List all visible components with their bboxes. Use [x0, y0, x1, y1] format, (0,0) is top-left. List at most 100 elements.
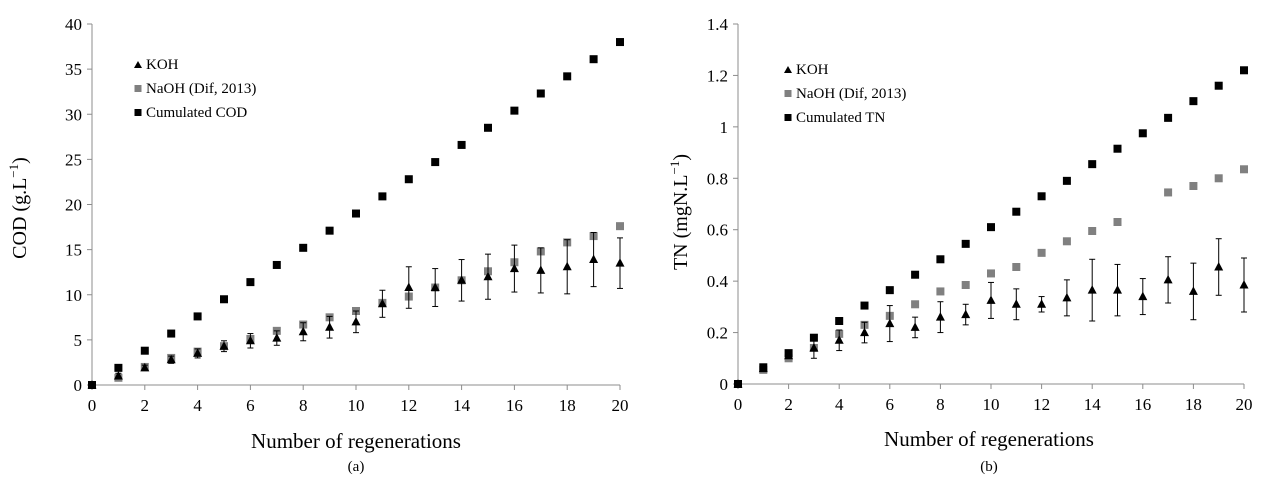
chart-b-point-koh [1138, 291, 1148, 301]
chart-a-point-naoh-dif-2013 [616, 222, 624, 231]
chart-b-point-cumulated-tn [759, 363, 768, 372]
chart-a-point-koh [272, 333, 282, 342]
chart-a-point-koh [430, 282, 440, 292]
chart-a-x-tick-label: 4 [193, 396, 202, 415]
chart-a-x-tick-label: 6 [246, 396, 255, 415]
chart-a-legend-label-cumulated-cod: Cumulated COD [146, 105, 247, 121]
chart-a-point-koh [615, 258, 625, 267]
chart-b-x-tick-label: 18 [1185, 395, 1202, 414]
chart-a-x-tick-label: 2 [141, 396, 150, 415]
chart-a-point-cumulated-cod [246, 278, 255, 287]
chart-a-point-koh [193, 348, 203, 357]
chart-b-point-cumulated-tn [1012, 207, 1021, 216]
chart-a-point-cumulated-cod [484, 123, 492, 132]
chart-b-legend-label-naoh-dif-2013: NaOH (Dif, 2013) [796, 86, 906, 102]
chart-a-point-cumulated-cod [457, 140, 466, 149]
chart-b-y-tick-label: 0.8 [707, 169, 728, 188]
chart-a-x-tick-label: 18 [559, 396, 576, 415]
chart-a-point-cumulated-cod [352, 209, 360, 218]
chart-b-point-koh [1214, 262, 1224, 271]
chart-b-point-koh [1087, 285, 1097, 294]
chart-b-point-koh [986, 295, 996, 304]
chart-b-point-cumulated-tn [1113, 144, 1122, 153]
chart-b-x-tick-label: 10 [983, 395, 1000, 414]
chart-a-point-koh [351, 316, 361, 326]
chart-b-point-koh [885, 318, 895, 328]
chart-a-point-koh [562, 261, 572, 271]
chart-b-legend-marker-naoh-dif-2013 [784, 90, 792, 97]
chart-b-point-koh [1188, 286, 1198, 295]
chart-a-point-cumulated-cod [167, 329, 176, 338]
chart-b-point-cumulated-tn [987, 223, 995, 232]
chart-a-point-cumulated-cod [272, 260, 281, 269]
chart-a-y-tick-label: 0 [74, 376, 83, 395]
chart-b-y-tick-label: 0 [720, 375, 729, 394]
chart-a-point-cumulated-cod [378, 192, 387, 201]
chart-a-legend-marker-naoh-dif-2013 [134, 85, 142, 92]
chart-a-legend-marker-koh [134, 61, 142, 68]
chart-b-point-naoh-dif-2013 [911, 300, 920, 309]
chart-b-y-tick-label: 0.4 [707, 272, 729, 291]
chart-b-point-cumulated-tn [734, 380, 742, 388]
chart-b-x-tick-label: 2 [784, 395, 793, 414]
chart-a-point-cumulated-cod [510, 106, 519, 115]
chart-a-y-tick-label: 5 [74, 331, 83, 350]
chart-b-x-tick-label: 12 [1033, 395, 1050, 414]
chart-a-y-tick-label: 20 [65, 196, 82, 215]
chart-b-x-tick-label: 16 [1134, 395, 1151, 414]
chart-a-point-koh [245, 335, 255, 345]
chart-b-legend-label-koh: KOH [796, 62, 829, 78]
chart-b-point-cumulated-tn [1240, 66, 1248, 75]
chart-a-point-cumulated-cod [563, 72, 572, 81]
chart-b-point-koh [1239, 280, 1249, 289]
chart-b-x-axis-title: Number of regenerations [884, 427, 1094, 451]
chart-b-point-koh [910, 322, 920, 331]
chart-a-y-tick-label: 30 [65, 105, 82, 124]
chart-a-y-tick-label: 25 [65, 150, 82, 169]
chart-b-point-naoh-dif-2013 [1164, 188, 1173, 197]
chart-b-point-koh [961, 309, 971, 319]
chart-a-legend-label-naoh-dif-2013: NaOH (Dif, 2013) [146, 81, 256, 97]
chart-b-legend: KOH NaOH (Dif, 2013) Cumulated TN [784, 62, 906, 126]
chart-a-point-cumulated-cod [220, 295, 228, 304]
chart-b-point-koh [935, 312, 945, 321]
chart-b-point-koh [1011, 299, 1021, 308]
chart-b-point-koh [1037, 299, 1047, 308]
chart-b-point-koh [834, 335, 844, 344]
chart-b-point-cumulated-tn [1189, 97, 1198, 106]
chart-a-point-cumulated-cod [114, 363, 123, 372]
chart-b-point-cumulated-tn [1037, 192, 1046, 201]
chart-a-point-cumulated-cod [536, 89, 545, 98]
chart-b-point-cumulated-tn [961, 239, 970, 248]
chart-a-legend-label-koh: KOH [146, 57, 179, 73]
chart-a-caption: (a) [348, 459, 365, 475]
chart-b-point-naoh-dif-2013 [987, 269, 995, 278]
chart-b-x-tick-label: 4 [835, 395, 844, 414]
chart-b-x-tick-label: 14 [1084, 395, 1102, 414]
chart-a-y-tick-label: 40 [65, 15, 82, 34]
chart-b-legend-marker-cumulated-tn [784, 114, 792, 121]
chart-b-point-koh [860, 327, 869, 337]
chart-b-point-cumulated-tn [885, 286, 894, 295]
chart-b-point-naoh-dif-2013 [1012, 263, 1021, 271]
chart-a-point-koh [536, 265, 546, 274]
chart-a-legend-marker-cumulated-cod [134, 109, 142, 116]
chart-a-point-koh [404, 282, 414, 292]
chart-b-y-tick-label: 1.4 [707, 15, 729, 34]
chart-a-point-cumulated-cod [325, 226, 334, 235]
chart-b-point-naoh-dif-2013 [1113, 218, 1122, 226]
chart-a-point-cumulated-cod [404, 175, 413, 184]
chart-b-point-naoh-dif-2013 [961, 281, 970, 289]
chart-a-point-koh [377, 298, 387, 308]
chart-a-point-cumulated-cod [431, 158, 440, 167]
chart-b-y-tick-label: 0.6 [707, 221, 728, 240]
chart-a-point-koh [298, 326, 308, 336]
chart-a-point-cumulated-cod [140, 346, 149, 355]
chart-b-point-cumulated-tn [860, 301, 869, 310]
chart-b-point-cumulated-tn [911, 270, 920, 279]
chart-a-x-tick-label: 10 [348, 396, 365, 415]
chart-a-x-tick-label: 0 [88, 396, 97, 415]
chart-b-point-cumulated-tn [1164, 113, 1173, 122]
chart-a-x-tick-label: 8 [299, 396, 308, 415]
